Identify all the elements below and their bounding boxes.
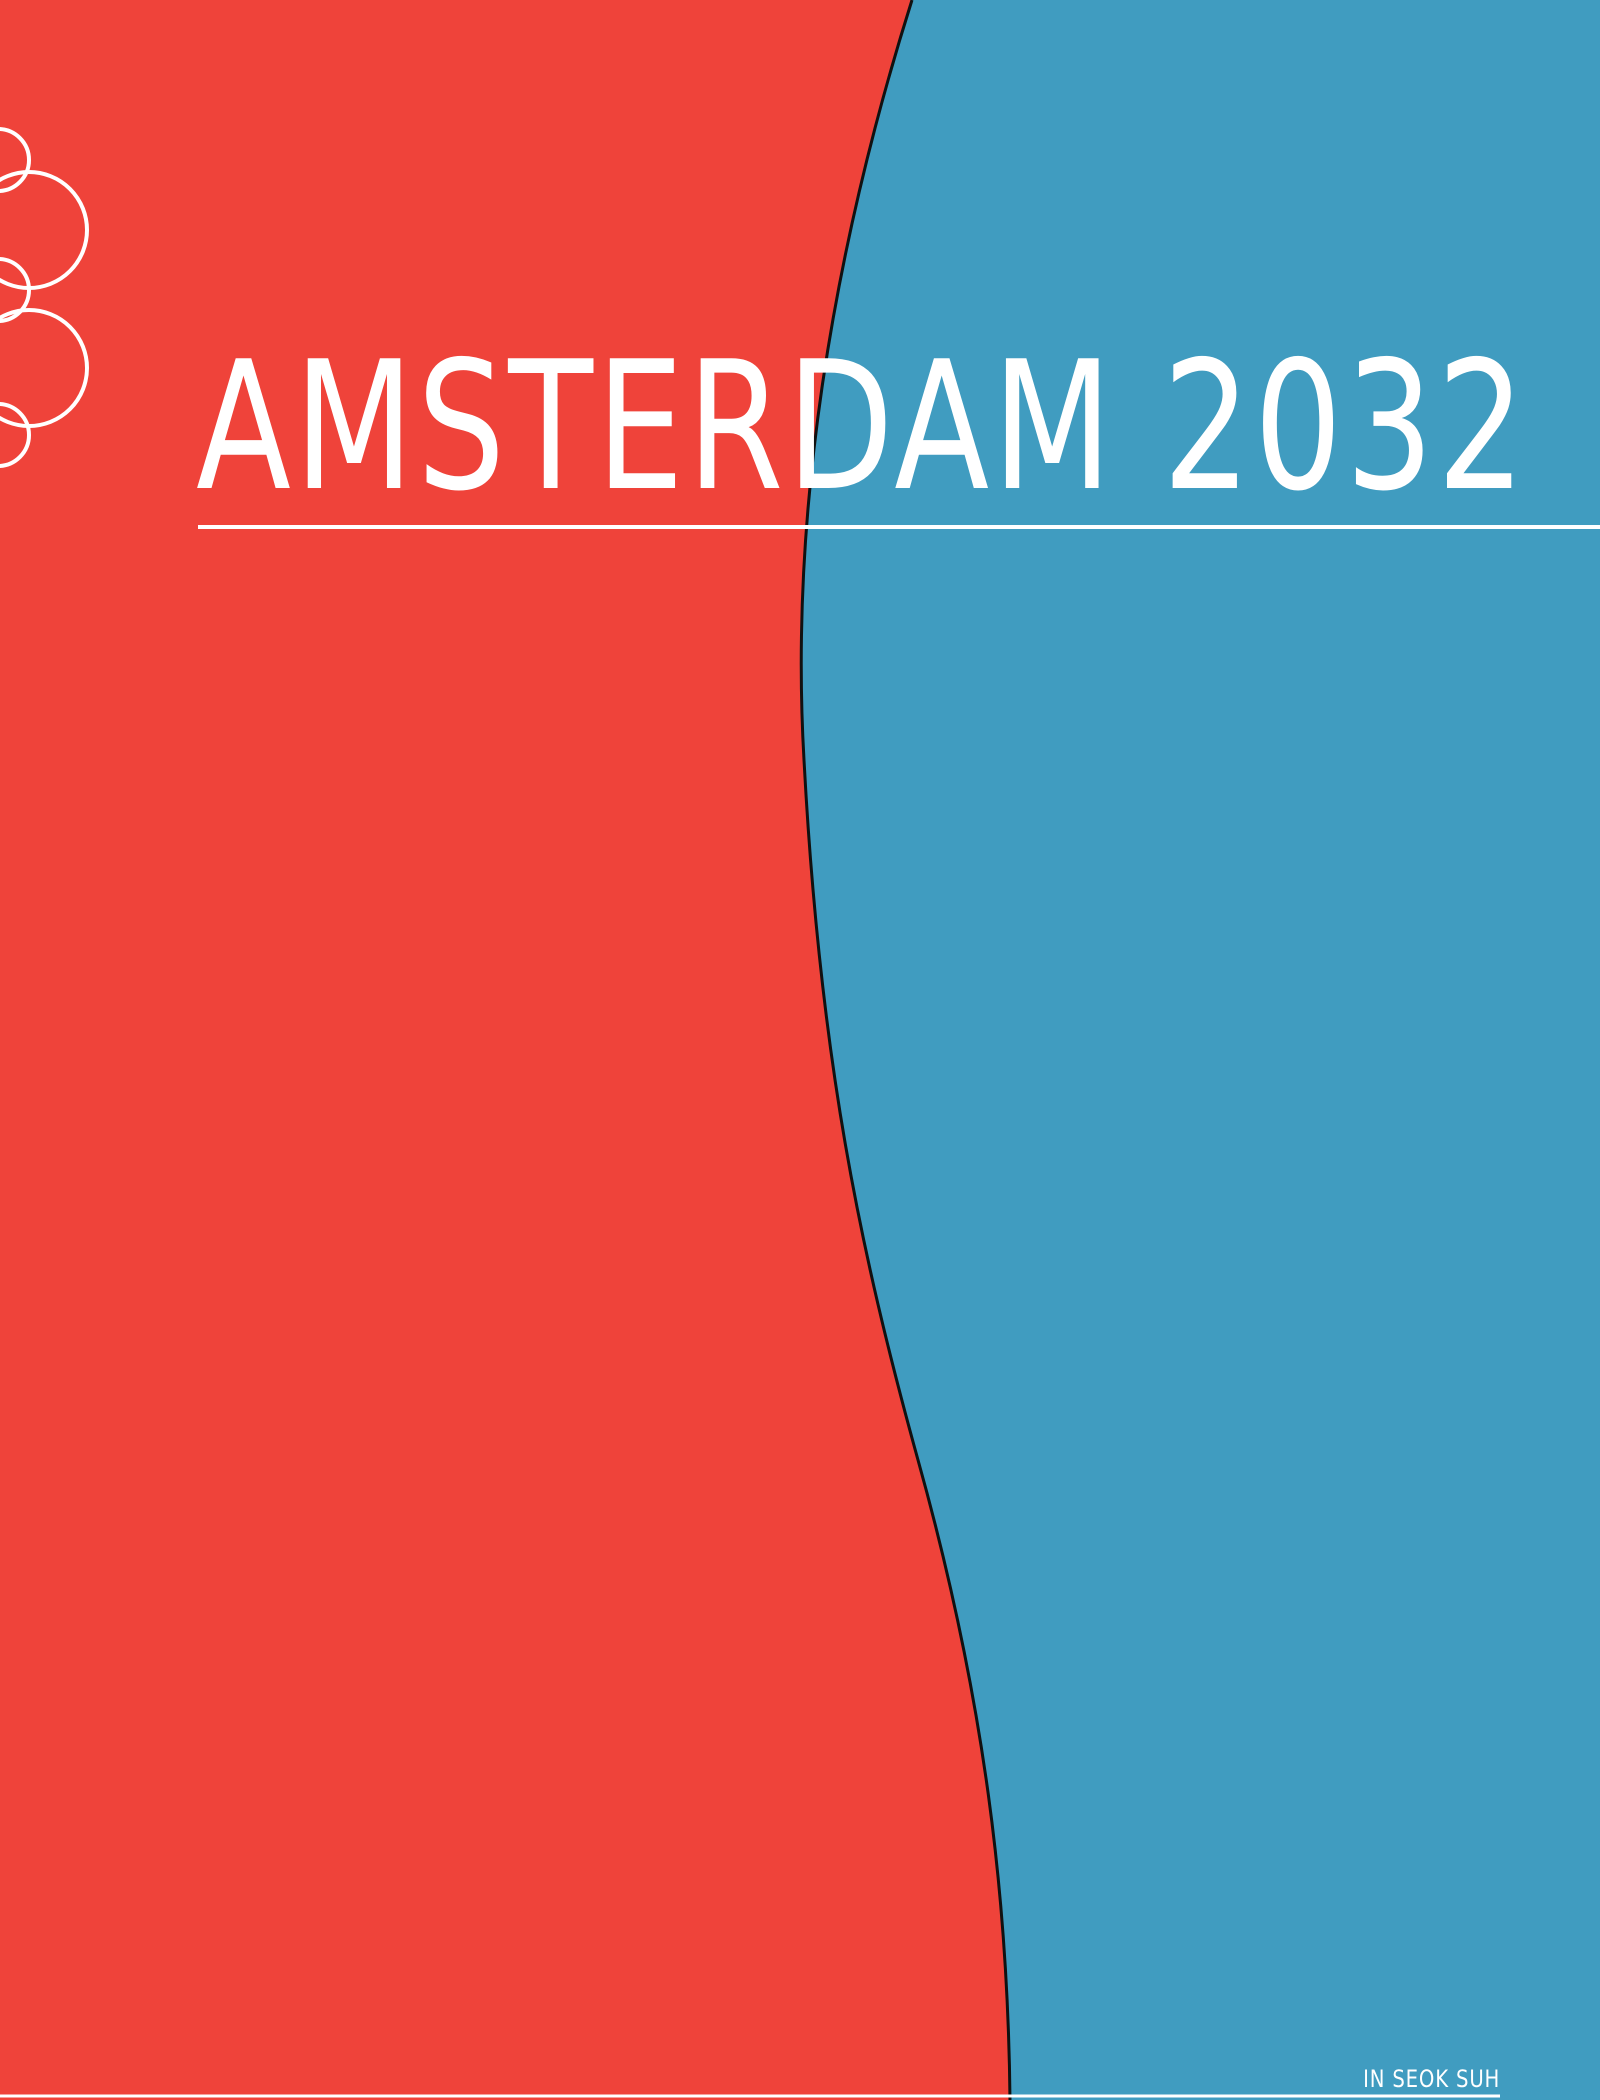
poster-title: AMSTERDAM 2032: [196, 323, 1529, 530]
overlapping-rings-icon: [0, 127, 89, 468]
wave-edge-line: [799, 0, 1012, 2100]
author-name: IN SEOK SUH: [1362, 2065, 1500, 2093]
